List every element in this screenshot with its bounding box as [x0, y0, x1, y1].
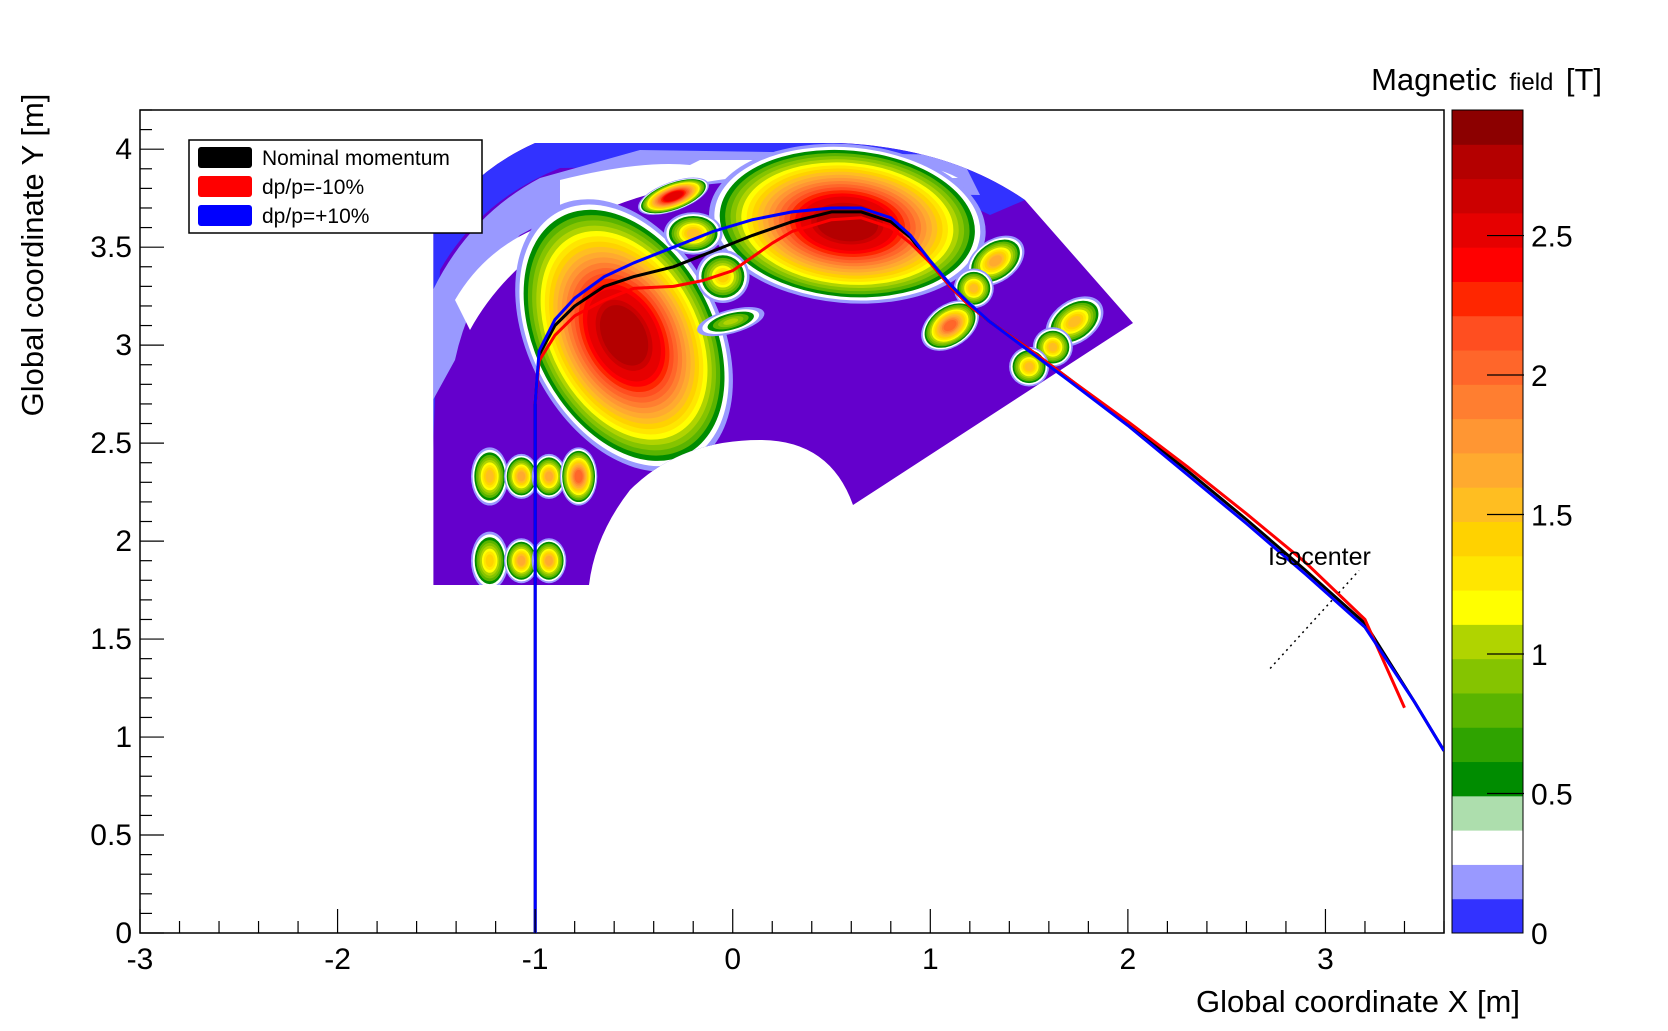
- field-contour: [574, 469, 583, 483]
- colorbar-tick-label: 0.5: [1531, 779, 1573, 812]
- field-contour: [599, 305, 649, 366]
- x-tick-label: 2: [1120, 943, 1137, 976]
- colorbar-cell: [1452, 110, 1523, 145]
- x-tick-label: -2: [324, 943, 351, 976]
- y-tick-label: 4: [115, 133, 132, 166]
- y-tick-label: 3: [115, 329, 132, 362]
- field-region-exit-quad-4: [1045, 296, 1104, 347]
- field-contour: [545, 555, 553, 566]
- x-tick-label: -1: [522, 943, 549, 976]
- field-region-small-magnet-3: [696, 250, 750, 304]
- field-contour: [686, 228, 700, 239]
- field-region-small-magnet-1: [638, 177, 709, 215]
- colorbar-cell: [1452, 864, 1523, 900]
- colorbar-cell: [1452, 590, 1523, 625]
- y-axis-title: Global coordinate Y [m]: [15, 94, 50, 417]
- x-tick-label: -3: [127, 943, 154, 976]
- colorbar-cell: [1452, 761, 1523, 797]
- y-tick-label: 2: [115, 525, 132, 558]
- x-tick-label: 3: [1317, 943, 1334, 976]
- field-contour: [1024, 362, 1034, 372]
- field-region-small-magnet-4: [697, 307, 765, 337]
- colorbar-cell: [1452, 384, 1523, 420]
- field-contour: [943, 319, 957, 332]
- legend-label: dp/p=+10%: [262, 205, 369, 228]
- field-region-exit-quad-1: [966, 235, 1025, 287]
- colorbar-cell: [1452, 830, 1523, 865]
- colorbar-tick-label: 1.5: [1531, 500, 1573, 533]
- field-contour: [1048, 342, 1058, 352]
- x-axis-title: Global coordinate X [m]: [1196, 984, 1520, 1019]
- field-region-quad-row1-b: [504, 453, 539, 499]
- colorbar-cell: [1452, 555, 1523, 591]
- colorbar-cell: [1452, 212, 1523, 248]
- field-region-exit-quad-3: [921, 300, 979, 351]
- colorbar-title-unit: [T]: [1566, 62, 1602, 97]
- legend-swatch: [198, 205, 252, 226]
- colorbar-cell: [1452, 281, 1523, 317]
- colorbar-tick-label: 1: [1531, 639, 1548, 672]
- y-tick-label: 0.5: [90, 819, 132, 852]
- field-contour: [517, 471, 526, 482]
- colorbar-tick-label: 0: [1531, 918, 1548, 951]
- colorbar-cell: [1452, 178, 1523, 214]
- colorbar-cell: [1452, 247, 1523, 282]
- field-region-quad-row2-b: [504, 538, 539, 584]
- field-region-quad-row1-d: [559, 447, 598, 506]
- colorbar-cell: [1452, 487, 1523, 522]
- field-contour: [723, 318, 739, 325]
- colorbar-cell: [1452, 315, 1523, 351]
- colorbar-cell: [1452, 898, 1523, 934]
- series-line-0: [533, 210, 1444, 933]
- legend-label: Nominal momentum: [262, 147, 450, 170]
- isocenter-label: Isocenter: [1268, 543, 1371, 571]
- colorbar-tick-label: 2.5: [1531, 221, 1573, 254]
- colorbar: 0 0.5 1 1.5 2 2.5 Magnetic field [T]: [1371, 62, 1602, 951]
- x-tick-label: 0: [724, 943, 741, 976]
- field-region-quad-row2-a: [471, 531, 509, 585]
- colorbar-cell: [1452, 658, 1523, 694]
- colorbar-title-small: field: [1509, 69, 1553, 96]
- colorbar-title: Magnetic field [T]: [1371, 62, 1602, 97]
- legend: Nominal momentum dp/p=-10% dp/p=+10%: [188, 139, 483, 234]
- y-tick-label: 3.5: [90, 231, 132, 264]
- colorbar-cell: [1452, 727, 1523, 763]
- field-contour: [517, 555, 526, 566]
- series-line-2: [533, 206, 1444, 933]
- colorbar-cell: [1452, 624, 1523, 660]
- colorbar-tick-label: 2: [1531, 360, 1548, 393]
- colorbar-frame: [1451, 109, 1524, 934]
- field-contour: [969, 283, 979, 293]
- isocenter-marker: [1269, 569, 1360, 669]
- legend-swatch: [198, 147, 252, 168]
- field-region-quad-row2-c: [531, 538, 567, 584]
- field-contour: [485, 469, 494, 483]
- series-line-1: [533, 216, 1406, 709]
- field-contour: [1068, 316, 1081, 328]
- field-contour: [816, 205, 879, 242]
- legend-swatch: [198, 176, 252, 197]
- field-contour: [545, 471, 553, 482]
- colorbar-cell: [1452, 521, 1523, 557]
- colorbar-title-main: Magnetic: [1371, 62, 1497, 97]
- colorbar-cell: [1452, 418, 1523, 454]
- y-tick-label: 1.5: [90, 623, 132, 656]
- y-tick-label: 2.5: [90, 427, 132, 460]
- legend-label: dp/p=-10%: [262, 176, 364, 199]
- field-contour: [485, 554, 494, 568]
- x-tick-label: 1: [922, 943, 939, 976]
- y-tick-label: 1: [115, 721, 132, 754]
- field-region-quad-row1-c: [531, 453, 567, 499]
- colorbar-cell: [1452, 795, 1523, 831]
- colorbar-cell: [1452, 350, 1523, 385]
- colorbar-cell: [1452, 452, 1523, 488]
- field-region-quad-row1-a: [471, 447, 509, 506]
- colorbar-cell: [1452, 144, 1523, 180]
- field-contour: [665, 192, 682, 201]
- colorbar-cell: [1452, 692, 1523, 728]
- field-contour: [989, 255, 1002, 267]
- y-tick-label: 0: [115, 917, 132, 950]
